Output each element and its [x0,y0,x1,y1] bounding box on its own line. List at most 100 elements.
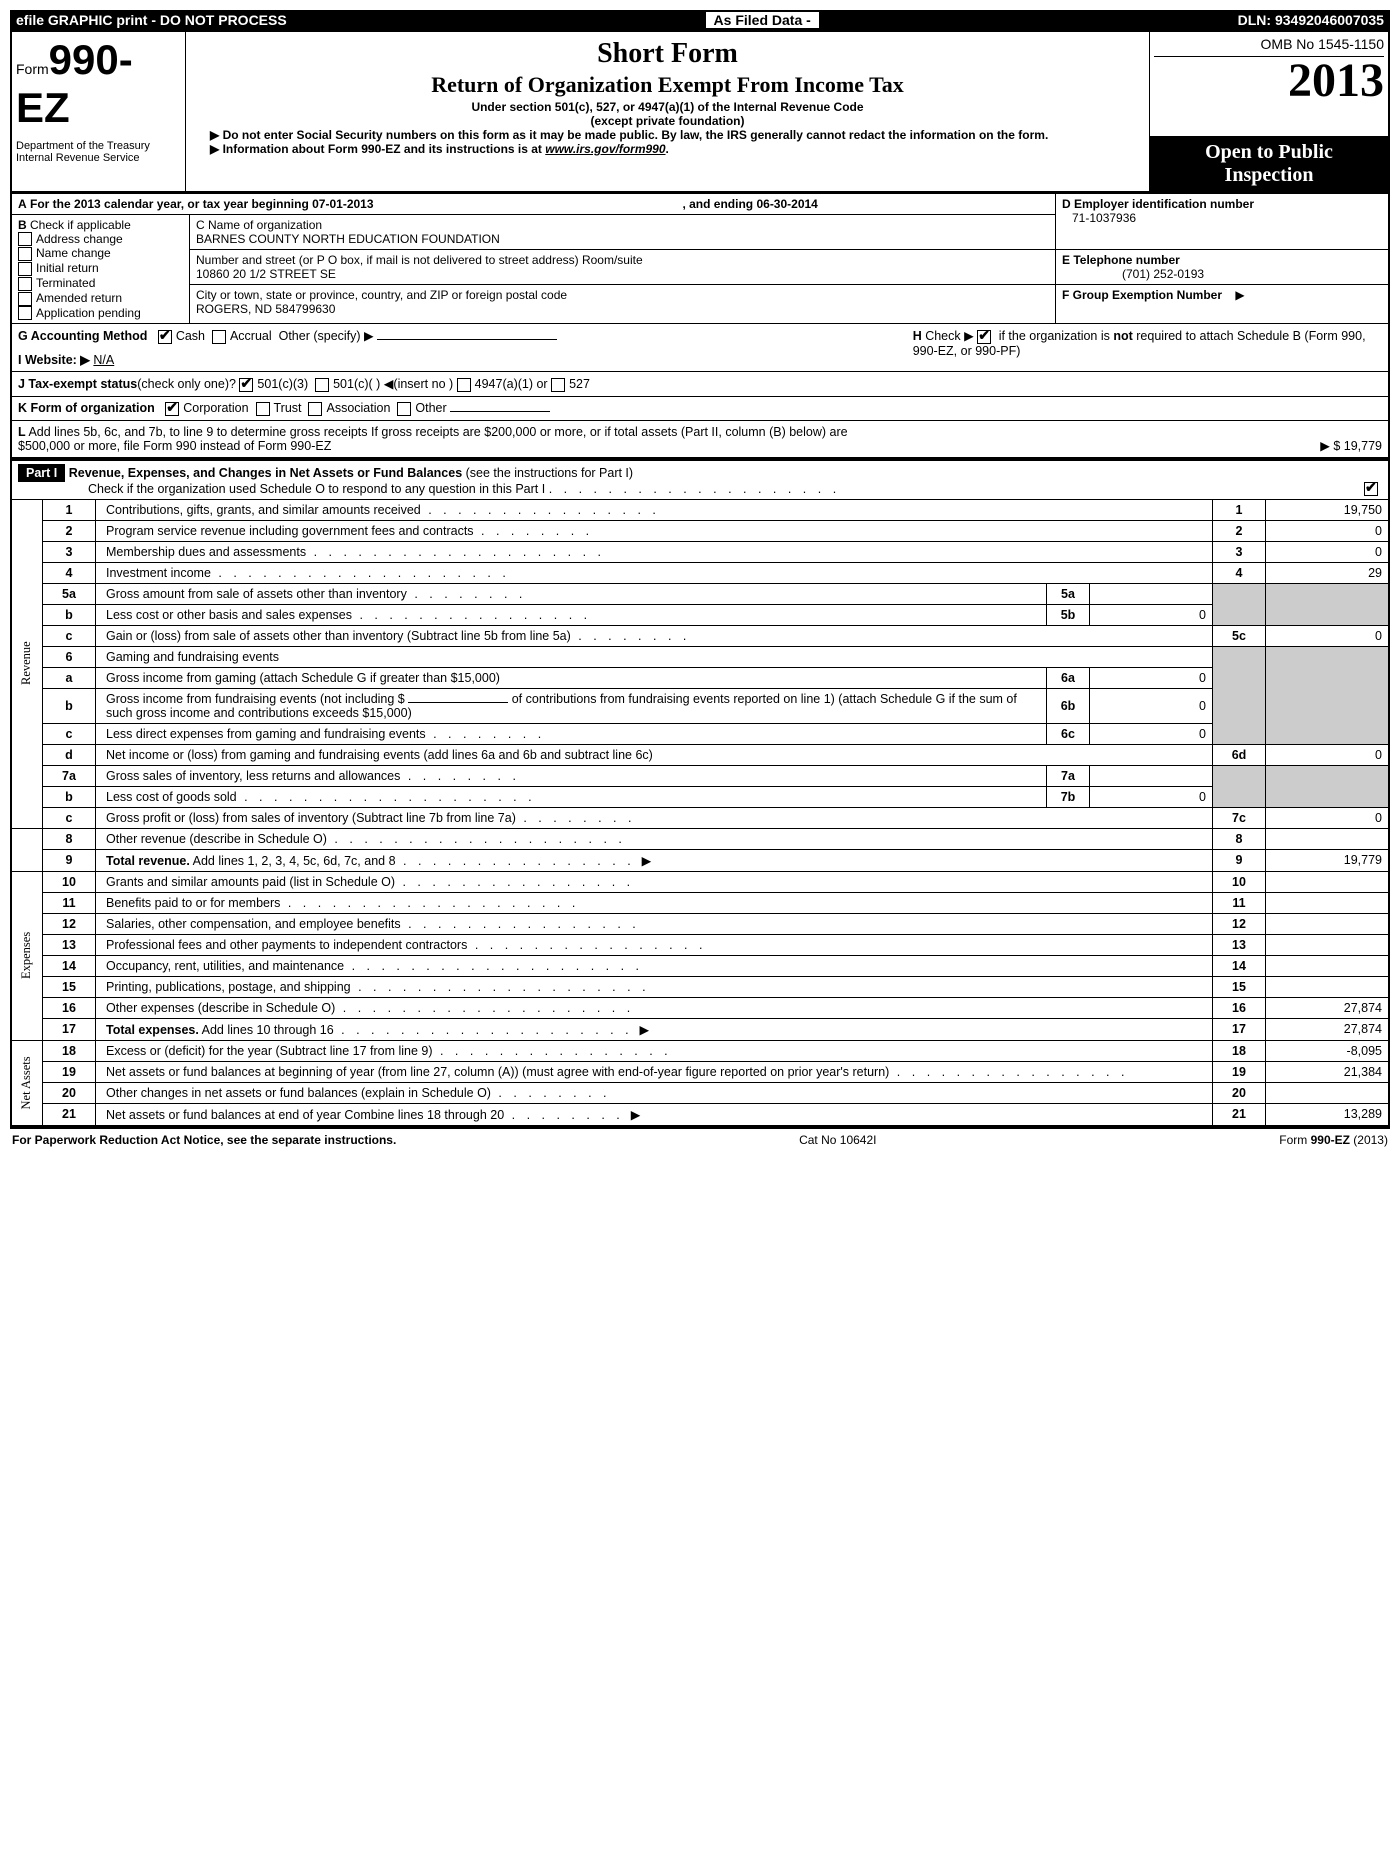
website-value: N/A [93,353,114,367]
revenue-side-label: Revenue [11,499,43,828]
section-a-label: A [18,197,27,211]
line-2-val: 0 [1266,520,1390,541]
check-amended[interactable]: Amended return [18,291,183,306]
line-6a-desc: Gross income from gaming (attach Schedul… [106,671,500,685]
line-1-desc: Contributions, gifts, grants, and simila… [106,503,421,517]
line-6-desc: Gaming and fundraising events [106,650,279,664]
line-18-desc: Excess or (deficit) for the year (Subtra… [106,1044,433,1058]
section-b-label: B [18,218,27,232]
top-bar: efile GRAPHIC print - DO NOT PROCESS As … [10,10,1390,30]
section-l-text: Add lines 5b, 6c, and 7b, to line 9 to d… [18,425,848,453]
arrow-icon: ▶ [1235,288,1244,302]
footer: For Paperwork Reduction Act Notice, see … [10,1127,1390,1151]
line-19-desc: Net assets or fund balances at beginning… [106,1065,889,1079]
section-d-label: D Employer identification number [1062,197,1254,211]
check-527[interactable] [551,378,565,392]
tax-year: 2013 [1154,57,1384,105]
line-21-desc: Net assets or fund balances at end of ye… [106,1108,504,1122]
line-15-desc: Printing, publications, postage, and shi… [106,980,351,994]
line-12-desc: Salaries, other compensation, and employ… [106,917,401,931]
line-10-desc: Grants and similar amounts paid (list in… [106,875,395,889]
check-schedule-b[interactable] [977,330,991,344]
line-5b-val: 0 [1090,604,1213,625]
footer-right: Form 990-EZ (2013) [1279,1133,1388,1147]
line-5b-desc: Less cost or other basis and sales expen… [106,608,352,622]
check-terminated[interactable]: Terminated [18,276,183,291]
city-value: ROGERS, ND 584799630 [196,302,335,316]
line-6c-val: 0 [1090,723,1213,744]
line-19-val: 21,384 [1266,1061,1390,1082]
form-prefix: Form [16,61,49,77]
note2: ▶ Information about Form 990-EZ and its … [190,142,1145,156]
expenses-side-label: Expenses [11,871,43,1040]
line-18-val: -8,095 [1266,1040,1390,1061]
check-corp[interactable] [165,402,179,416]
check-501c3[interactable] [239,378,253,392]
top-bar-left: efile GRAPHIC print - DO NOT PROCESS [16,12,287,28]
ein-value: 71-1037936 [1062,211,1136,225]
line-7a-desc: Gross sales of inventory, less returns a… [106,769,400,783]
line-6c-desc: Less direct expenses from gaming and fun… [106,727,426,741]
check-initial-return[interactable]: Initial return [18,261,183,276]
line-1-val: 19,750 [1266,499,1390,520]
section-a-text: For the 2013 calendar year, or tax year … [30,197,374,211]
line-9-val: 19,779 [1266,849,1390,871]
phone-value: (701) 252-0193 [1062,267,1204,281]
sections-g-l: G Accounting Method Cash Accrual Other (… [10,324,1390,458]
dept-irs: Internal Revenue Service [16,152,181,164]
open-public-2: Inspection [1154,164,1384,187]
line-11-desc: Benefits paid to or for members [106,896,280,910]
line-7b-val: 0 [1090,786,1213,807]
footer-left: For Paperwork Reduction Act Notice, see … [12,1133,396,1147]
line-6b-val: 0 [1090,688,1213,723]
line-10-val [1266,871,1390,892]
line-5c-desc: Gain or (loss) from sale of assets other… [106,629,571,643]
return-title: Return of Organization Exempt From Incom… [190,72,1145,98]
check-assoc[interactable] [308,402,322,416]
check-name-change[interactable]: Name change [18,246,183,261]
subtitle2: (except private foundation) [190,114,1145,128]
footer-cat: Cat No 10642I [799,1133,876,1147]
line-4-val: 29 [1266,562,1390,583]
section-h-label: H [913,329,922,343]
header-table: Form990-EZ Short Form Return of Organiza… [10,30,1390,193]
form-org-label: K Form of organization [18,401,155,415]
check-cash[interactable] [158,330,172,344]
phone-label: E Telephone number [1062,253,1180,267]
check-pending[interactable]: Application pending [18,306,183,321]
part-i-check-text: Check if the organization used Schedule … [18,482,545,496]
line-6b-desc1: Gross income from fundraising events (no… [106,692,408,706]
line-14-desc: Occupancy, rent, utilities, and maintena… [106,959,344,973]
line-8-desc: Other revenue (describe in Schedule O) [106,832,327,846]
line-17-desc: Total expenses. [106,1023,199,1037]
line-21-val: 13,289 [1266,1103,1390,1126]
form-label: Form990-EZ [16,36,181,132]
dept-treasury: Department of the Treasury [16,140,181,152]
check-501c[interactable] [315,378,329,392]
irs-link[interactable]: www.irs.gov/form990 [545,142,665,156]
line-6a-val: 0 [1090,667,1213,688]
check-address-change[interactable]: Address change [18,232,183,247]
note1: ▶ Do not enter Social Security numbers o… [190,128,1145,142]
check-4947[interactable] [457,378,471,392]
line-6d-val: 0 [1266,744,1390,765]
street-value: 10860 20 1/2 STREET SE [196,267,336,281]
top-bar-right: DLN: 93492046007035 [1238,12,1384,28]
line-9-desc: Total revenue. [106,854,190,868]
line-17-val: 27,874 [1266,1018,1390,1040]
part-i-title: Revenue, Expenses, and Changes in Net As… [69,466,462,480]
line-7b-desc: Less cost of goods sold [106,790,237,804]
section-a-ending: , and ending 06-30-2014 [682,197,817,211]
line-3-desc: Membership dues and assessments [106,545,306,559]
check-accrual[interactable] [212,330,226,344]
check-trust[interactable] [256,402,270,416]
check-other[interactable] [397,402,411,416]
city-label: City or town, state or province, country… [196,288,567,302]
info-table: A For the 2013 calendar year, or tax yea… [10,193,1390,325]
org-name-label: C Name of organization [196,218,322,232]
subtitle1: Under section 501(c), 527, or 4947(a)(1)… [190,100,1145,114]
line-16-val: 27,874 [1266,997,1390,1018]
check-schedule-o[interactable] [1364,482,1378,496]
open-public-1: Open to Public [1154,141,1384,164]
line-8-val [1266,828,1390,849]
